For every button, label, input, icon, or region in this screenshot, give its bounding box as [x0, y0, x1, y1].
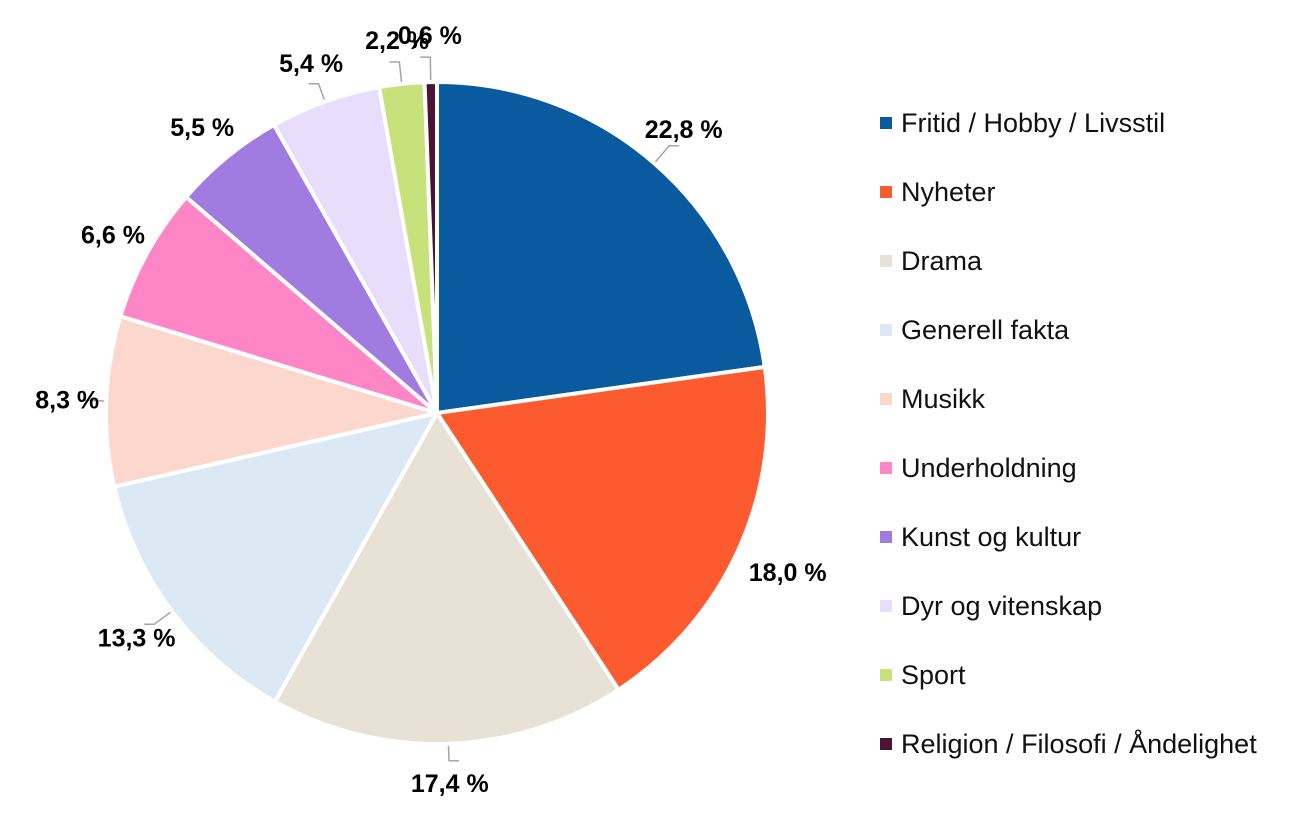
legend-swatch-2	[880, 185, 892, 198]
legend: Fritid / Hobby / Livsstil Nyheter Drama Gen…	[880, 88, 1257, 778]
legend-item-1: Fritid / Hobby / Livsstil	[880, 88, 1257, 157]
legend-label-6: Underholdning	[901, 452, 1077, 483]
data-label-1: 22,8 %	[645, 116, 723, 144]
legend-label-3: Drama	[901, 245, 983, 276]
legend-item-6: Underholdning	[880, 433, 1257, 502]
legend-label-4: Generell fakta	[901, 314, 1070, 345]
legend-item-9: Sport	[880, 640, 1257, 709]
legend-label-5: Musikk	[901, 383, 986, 414]
legend-label-9: Sport	[901, 659, 966, 690]
data-label-7: 5,5 %	[170, 114, 234, 142]
legend-swatch-7	[880, 530, 892, 543]
data-label-4: 13,3 %	[98, 625, 176, 653]
pie-slice-4	[112, 411, 439, 704]
leader-line-9	[389, 61, 403, 82]
data-label-3: 17,4 %	[411, 770, 489, 798]
legend-label-8: Dyr og vitenskap	[901, 590, 1103, 621]
leader-line-4	[144, 611, 171, 626]
legend-swatch-3	[880, 254, 892, 267]
legend-swatch-10	[880, 737, 892, 750]
data-label-10: 0,6 %	[398, 22, 462, 50]
legend-label-1: Fritid / Hobby / Livsstil	[901, 107, 1166, 138]
pie-slices	[104, 79, 771, 746]
legend-item-10: Religion / Filosofi / Åndelighet	[880, 709, 1257, 778]
pie-slice-6	[118, 195, 439, 415]
data-label-2: 18,0 %	[749, 559, 827, 587]
pie-slice-10	[422, 79, 439, 415]
legend-swatch-6	[880, 461, 892, 474]
pie-slice-5	[104, 314, 439, 489]
leader-line-10	[420, 56, 432, 81]
leader-line-5	[79, 399, 105, 402]
data-label-9: 2,2 %	[365, 27, 429, 55]
leader-line-3	[447, 745, 459, 762]
legend-item-8: Dyr og vitenskap	[880, 571, 1257, 640]
legend-label-7: Kunst og kultur	[901, 521, 1082, 552]
data-labels: 22,8 % 18,0 % 17,4 % 13,3 % 8,3 % 6,6 % 5,5 % 5…	[35, 22, 826, 798]
data-label-5: 8,3 %	[35, 387, 99, 415]
pie-slice-2	[435, 364, 771, 692]
leader-line-1	[654, 145, 680, 163]
data-label-6: 6,6 %	[81, 221, 145, 249]
legend-label-10: Religion / Filosofi / Åndelighet	[901, 728, 1257, 759]
legend-swatch-9	[880, 668, 892, 681]
leader-line-8	[308, 82, 326, 100]
legend-item-3: Drama	[880, 226, 1257, 295]
legend-label-2: Nyheter	[901, 176, 996, 207]
pie-slice-3	[272, 411, 621, 746]
legend-swatch-5	[880, 392, 892, 405]
legend-item-7: Kunst og kultur	[880, 502, 1257, 571]
legend-swatch-4	[880, 323, 892, 336]
data-label-8: 5,4 %	[279, 50, 343, 78]
legend-item-5: Musikk	[880, 364, 1257, 433]
legend-item-2: Nyheter	[880, 157, 1257, 226]
leader-lines	[79, 56, 680, 762]
legend-swatch-8	[880, 599, 892, 612]
pie-slice-1	[435, 80, 767, 415]
legend-swatch-1	[880, 116, 892, 129]
legend-item-4: Generell fakta	[880, 295, 1257, 364]
